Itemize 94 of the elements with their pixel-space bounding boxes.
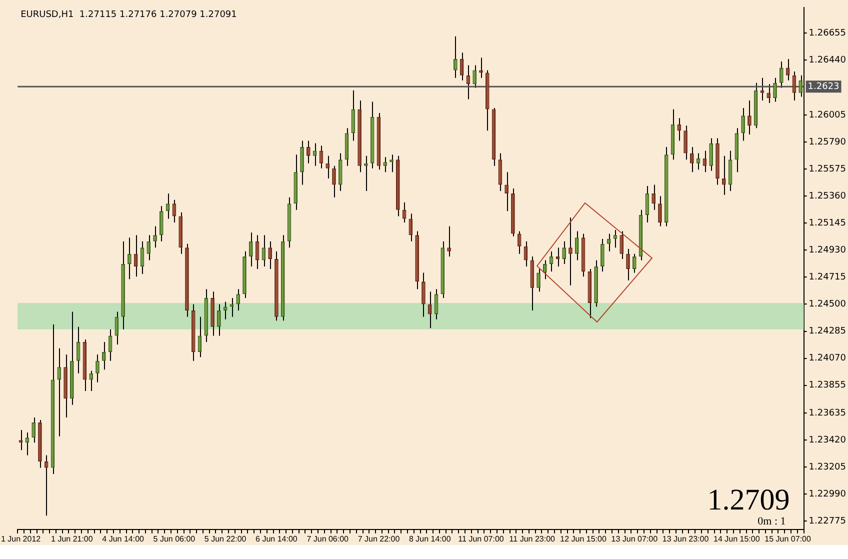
candlestick (613, 230, 618, 248)
candlestick (248, 232, 253, 268)
x-tick-label: 7 Jun 06:00 (306, 534, 350, 544)
candlestick (128, 237, 132, 280)
y-tick-label: 1.24500 (808, 300, 846, 310)
y-tick-label: 1.23855 (808, 380, 846, 391)
x-tick-label: 5 Jun 06:00 (153, 534, 196, 544)
x-tick-label: 1 Jun 21:00 (51, 534, 94, 544)
y-tick-label: 1.22990 (808, 490, 846, 500)
y-tick-label: 1.24930 (808, 246, 846, 256)
candlestick (306, 140, 310, 164)
x-tick-label: 14 Jun 15:00 (714, 534, 760, 544)
candlestick (96, 354, 100, 383)
candlestick (32, 416, 36, 444)
annotation: 0m : 1 (758, 515, 786, 528)
candlestick (428, 291, 432, 329)
y-tick-label: 1.22775 (808, 516, 846, 527)
candlestick (472, 64, 477, 88)
candlestick (422, 272, 426, 318)
candlestick (568, 216, 572, 286)
candlestick (390, 154, 394, 173)
candlestick (517, 230, 522, 254)
annotation: 1.2709 (707, 483, 790, 516)
candlestick (684, 125, 688, 160)
chart-title: EURUSD,H1 1.27115 1.27176 1.27079 1.27091 (20, 10, 237, 20)
y-tick-label: 1.26440 (808, 56, 846, 66)
candlestick (722, 155, 726, 196)
x-tick-label: 12 Jun 15:00 (560, 534, 607, 544)
candlestick (326, 155, 330, 179)
candlestick (600, 238, 604, 272)
x-tick-label: 6 Jun 14:00 (256, 534, 298, 544)
candlestick (748, 100, 752, 135)
candlestick (626, 248, 630, 281)
candlestick (159, 206, 164, 242)
candlestick (709, 138, 714, 172)
candlestick (332, 165, 336, 198)
candlestick (652, 184, 656, 210)
y-tick-label: 1.25790 (808, 137, 846, 148)
y-tick-label: 1.23635 (808, 408, 846, 418)
candlestick (338, 152, 342, 192)
candlestick (146, 234, 151, 261)
candlestick (632, 253, 636, 274)
candlestick (677, 118, 682, 142)
candlestick (658, 196, 662, 227)
candlestick (562, 240, 566, 264)
candlestick (779, 60, 784, 88)
candlestick (217, 304, 221, 336)
x-tick-label: 1 Jun 2012 (1, 534, 42, 544)
x-tick-label: 4 Jun 14:00 (102, 534, 145, 544)
candlestick (620, 230, 624, 260)
candlestick (364, 155, 368, 192)
y-tick-label: 1.24285 (808, 326, 846, 337)
candlestick (44, 454, 48, 516)
x-tick-label: 7 Jun 22:00 (358, 534, 400, 544)
x-tick-label: 11 Jun 07:00 (458, 534, 504, 544)
candlestick (606, 233, 611, 252)
y-tick-label: 1.24070 (808, 354, 846, 364)
candlestick (690, 146, 694, 173)
candlestick (741, 108, 745, 142)
x-tick-label: 15 Jun 07:00 (764, 534, 812, 544)
candlestick (230, 297, 234, 318)
y-tick-label: 1.23420 (808, 435, 846, 446)
candlestick (574, 230, 579, 261)
candlestick (300, 140, 304, 186)
candlestick (773, 77, 777, 102)
y-tick-label: 1.26655 (808, 28, 846, 39)
candlestick (383, 156, 388, 173)
x-tick-label: 13 Jun 23:00 (662, 534, 710, 544)
candlestick (766, 84, 771, 104)
y-tick-label: 1.25360 (808, 191, 846, 202)
candlestick (102, 341, 106, 370)
candlestick (351, 90, 356, 142)
candlestick (57, 348, 62, 437)
x-tick-label: 5 Jun 22:00 (204, 534, 247, 544)
y-tick-label: 1.24715 (808, 272, 846, 283)
candlestick (89, 370, 94, 392)
y-tick-label: 1.23205 (808, 462, 846, 472)
candlestick (268, 240, 272, 270)
y-tick-label: 1.26005 (808, 110, 846, 120)
candlestick (536, 268, 540, 292)
x-tick-label: 13 Jun 07:00 (611, 534, 658, 544)
y-tick-label: 1.25575 (808, 164, 846, 174)
y-tick-label: 1.25145 (808, 218, 846, 228)
x-tick-label: 8 Jun 14:00 (408, 534, 452, 544)
candlestick (543, 260, 547, 280)
candlestick (236, 288, 240, 312)
ref-line-label: 1.2623 (808, 82, 840, 92)
x-tick-label: 11 Jun 23:00 (509, 534, 556, 544)
candlestick (153, 226, 157, 248)
candlestick (134, 234, 138, 278)
candlestick (479, 57, 483, 78)
candlestick (504, 172, 508, 212)
candlestick (447, 226, 451, 257)
candlestick (454, 36, 458, 78)
